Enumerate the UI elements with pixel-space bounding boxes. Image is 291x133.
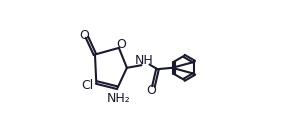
Text: O: O: [116, 38, 126, 51]
Text: Cl: Cl: [81, 79, 93, 92]
Text: NH: NH: [135, 54, 154, 67]
Text: O: O: [146, 84, 156, 97]
Text: NH₂: NH₂: [107, 92, 131, 105]
Text: O: O: [79, 29, 89, 42]
